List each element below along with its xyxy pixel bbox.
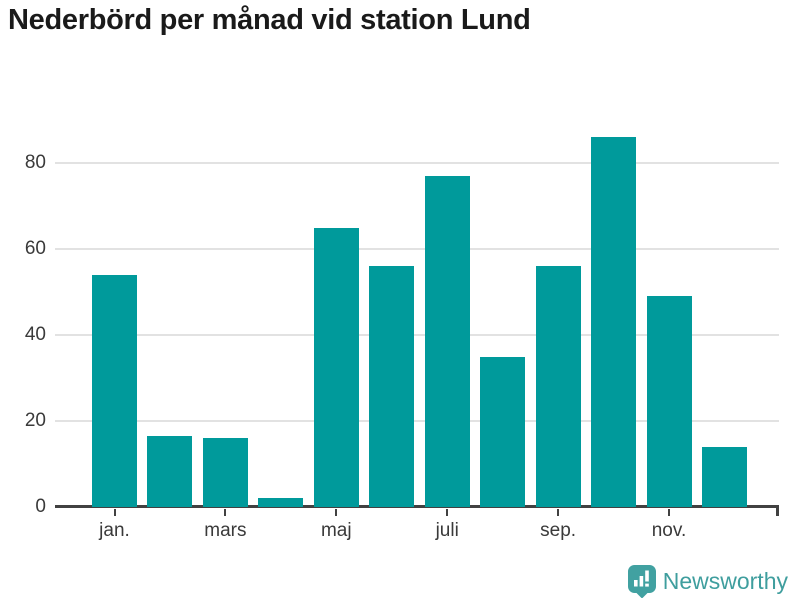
bar-sep <box>535 266 581 507</box>
x-tick-mars <box>224 509 227 516</box>
x-tick-sep <box>557 509 560 516</box>
chart-title: Nederbörd per månad vid station Lund <box>8 4 531 36</box>
bar-dec <box>701 446 747 507</box>
bar-juli <box>424 175 470 507</box>
plot-area: jan. mars maj juli sep. nov. <box>55 120 779 541</box>
x-tick-juli <box>446 509 449 516</box>
gridline-60 <box>55 248 779 250</box>
newsworthy-logo[interactable]: Newsworthy <box>627 565 788 598</box>
bar-jan <box>92 274 137 507</box>
newsworthy-icon <box>627 565 656 598</box>
x-tick-jan <box>113 509 116 516</box>
x-axis-line <box>55 505 779 516</box>
x-axis-end-tick <box>776 507 779 516</box>
x-tick-label-nov: nov. <box>651 520 687 541</box>
x-tick-maj <box>335 509 338 516</box>
x-tick-label-sep: sep. <box>540 520 577 541</box>
y-tick-label-40: 40 <box>24 324 46 345</box>
y-tick-label-60: 60 <box>24 238 46 259</box>
x-tick-label-jan: jan. <box>99 520 130 541</box>
bar-nov <box>646 296 692 507</box>
bar-okt <box>591 137 637 507</box>
bar-mars <box>202 438 248 507</box>
y-tick-label-80: 80 <box>24 152 46 173</box>
x-tick-label-juli: juli <box>435 520 459 541</box>
y-tick-label-0: 0 <box>35 496 46 517</box>
bar-feb <box>147 436 193 507</box>
bar-aug <box>480 356 526 507</box>
gridline-20 <box>55 420 779 422</box>
x-tick-label-maj: maj <box>320 520 352 541</box>
gridline-80 <box>55 162 779 164</box>
y-axis-labels: 0 20 40 60 80 <box>0 120 46 517</box>
bar-apr <box>258 498 304 507</box>
x-tick-nov <box>668 509 670 516</box>
y-tick-label-20: 20 <box>24 410 46 431</box>
bar-maj <box>313 227 359 507</box>
bar-juni <box>369 266 415 507</box>
gridline-40 <box>55 334 779 336</box>
newsworthy-wordmark: Newsworthy <box>662 568 788 594</box>
x-tick-label-mars: mars <box>204 520 247 541</box>
